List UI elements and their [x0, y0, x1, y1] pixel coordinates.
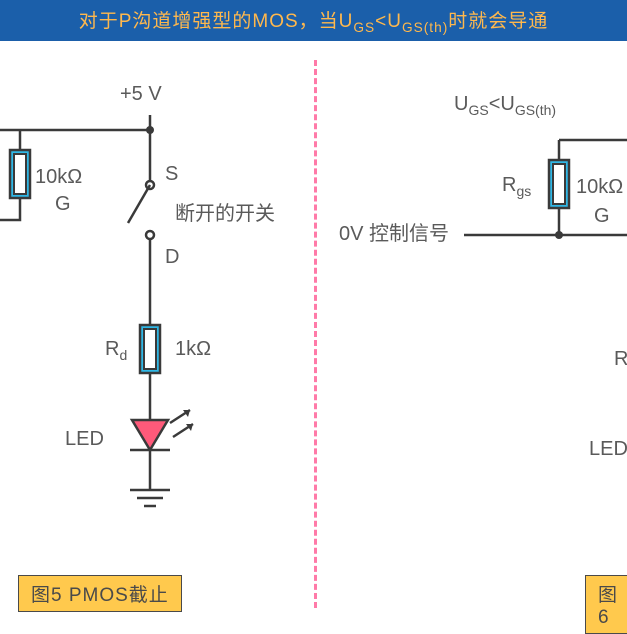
condition-label: UGS<UGS(th) — [454, 93, 556, 118]
led-triangle — [132, 420, 168, 450]
resistor-rgs-r-inner — [553, 164, 565, 204]
vplus-label: +5 V — [120, 83, 162, 105]
wire-rgs-bottom — [0, 198, 20, 220]
gate-label-r: G — [594, 205, 610, 227]
resistor-rgs-inner — [14, 154, 26, 194]
caption-left: 图5 PMOS截止 — [18, 575, 182, 612]
rd-label-r: R — [614, 348, 627, 370]
header-bar: 对于P沟道增强型的MOS，当UGS<UGS(th)时就会导通 — [0, 0, 627, 41]
diagram-right: UGS<UGS(th) 0V 控制信号 Rgs 10kΩ G R LED — [314, 45, 627, 605]
rgs-r-label: Rgs — [502, 174, 531, 199]
led-label: LED — [65, 428, 104, 450]
ctrl-label: 0V 控制信号 — [339, 222, 449, 245]
switch-bot-term — [146, 231, 154, 239]
switch-text: 断开的开关 — [175, 202, 275, 225]
caption-right: 图6 — [585, 575, 627, 634]
s-label: S — [165, 163, 178, 185]
rd-value: 1kΩ — [175, 338, 211, 360]
rgs-value: 10kΩ — [35, 166, 82, 188]
diagram-left: +5 V 10kΩ G S 断开的开关 D Rd 1kΩ LED — [0, 45, 314, 605]
gate-label: G — [55, 193, 71, 215]
d-label: D — [165, 246, 179, 268]
rd-label: Rd — [105, 338, 127, 363]
led-label-r: LED — [589, 438, 627, 460]
switch-arm — [128, 185, 150, 223]
resistor-rd-inner — [144, 329, 156, 369]
rgs-r-value: 10kΩ — [576, 176, 623, 198]
